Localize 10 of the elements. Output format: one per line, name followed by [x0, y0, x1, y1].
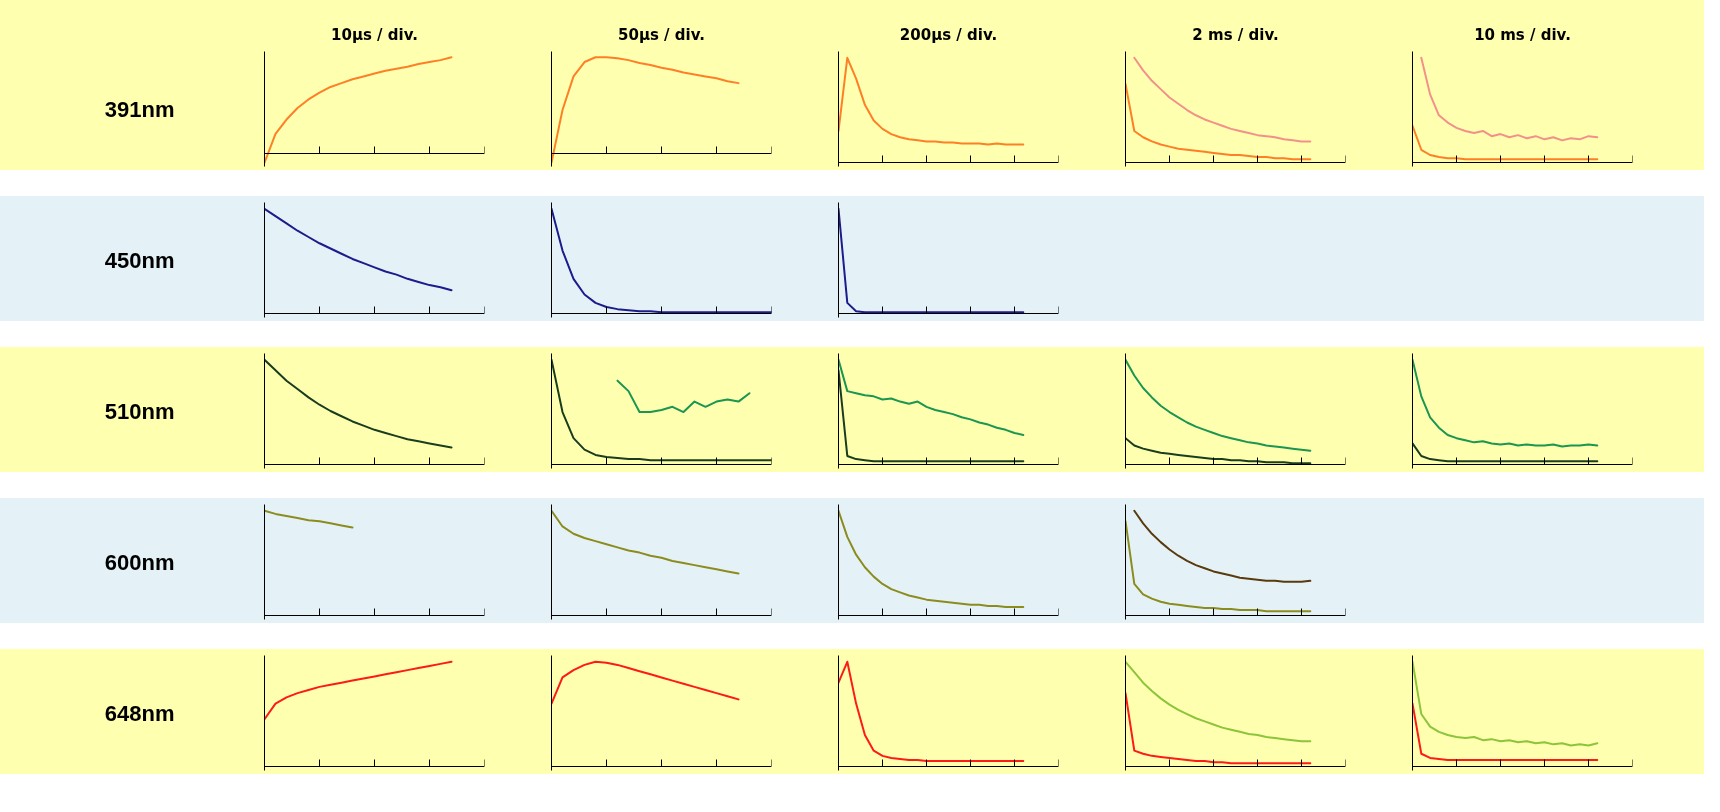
chart-title: 10 ms / div.	[1474, 25, 1571, 44]
chart-title: 10μs / div.	[331, 25, 418, 44]
y-axis-title: 600nm	[104, 549, 175, 575]
chart-title: 200μs / div.	[899, 25, 998, 44]
chart-title: 50μs / div.	[618, 25, 705, 44]
y-axis-title: 450nm	[104, 247, 175, 273]
y-axis-title: 391nm	[104, 96, 175, 122]
y-axis-title: 510nm	[104, 398, 175, 424]
chart-title: 2 ms / div.	[1192, 25, 1279, 44]
y-axis-title: 648nm	[104, 700, 175, 726]
